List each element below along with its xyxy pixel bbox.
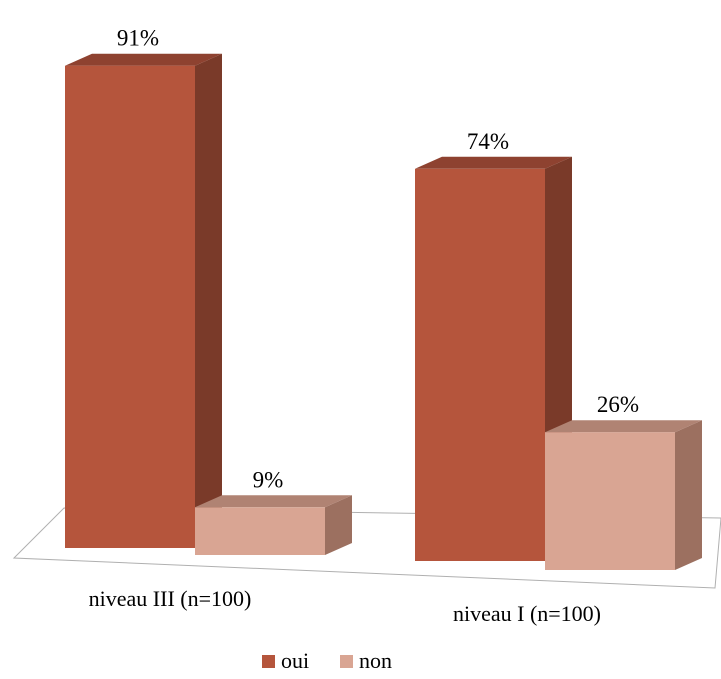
bar-oui-0 xyxy=(65,53,222,548)
value-label: 74% xyxy=(467,129,509,154)
bar-non-0 xyxy=(195,495,352,555)
value-labels-group: 91% 9% 74% 26% xyxy=(117,26,639,493)
legend-label: oui xyxy=(281,648,309,673)
legend-swatch xyxy=(340,655,353,668)
bar-side xyxy=(325,495,352,555)
bar-front xyxy=(65,65,195,548)
bar-non-1 xyxy=(545,420,702,570)
bar-front xyxy=(545,432,675,570)
legend: oui non xyxy=(262,648,392,673)
bar-side xyxy=(675,420,702,570)
value-label: 26% xyxy=(597,392,639,417)
bar-top xyxy=(545,420,702,433)
bar-top xyxy=(195,495,352,508)
bar-front xyxy=(415,168,545,562)
category-labels-group: niveau III (n=100) niveau I (n=100) xyxy=(89,586,601,626)
bar-top xyxy=(415,156,572,169)
bar-side xyxy=(195,53,222,548)
bars-group xyxy=(65,53,702,570)
bar-front xyxy=(195,507,325,555)
legend-label: non xyxy=(359,648,392,673)
category-label: niveau I (n=100) xyxy=(453,601,601,626)
value-label: 9% xyxy=(253,467,284,492)
value-label: 91% xyxy=(117,26,159,51)
legend-item-oui: oui xyxy=(262,648,309,673)
legend-item-non: non xyxy=(340,648,392,673)
legend-swatch xyxy=(262,655,275,668)
bar-top xyxy=(65,53,222,66)
category-label: niveau III (n=100) xyxy=(89,586,252,611)
